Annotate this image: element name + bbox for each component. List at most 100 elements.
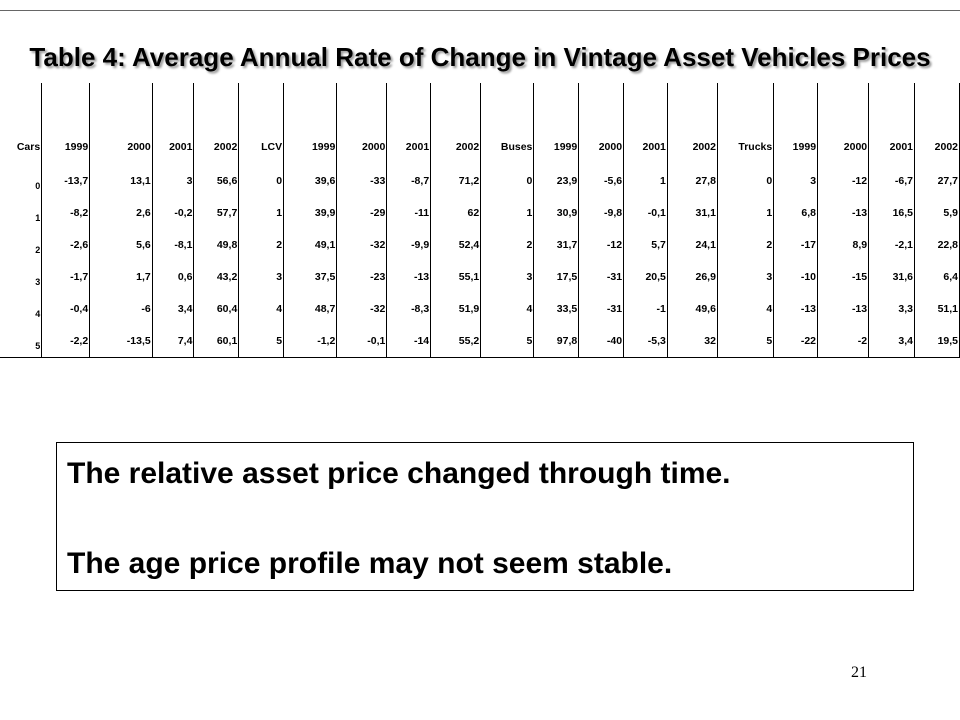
column-header: 1999 — [41, 83, 91, 165]
rate-cell: 17,5 — [533, 261, 580, 293]
rate-cell: 31,1 — [667, 197, 718, 229]
rate-cell: 71,2 — [430, 165, 482, 197]
rate-cell: 43,2 — [193, 261, 240, 293]
column-header: Trucks — [717, 83, 775, 165]
age-cell: 2 — [238, 229, 285, 261]
rate-cell: 49,6 — [667, 293, 718, 325]
column-header: 2002 — [430, 83, 482, 165]
price-change-table: Cars 1999 2000 2001 2002 LCV 1999 2000 2001 2002 B… — [0, 83, 960, 358]
table-row: 2 -2,6 5,6 -8,1 49,8 2 49,1 -32 -9,9 52,4 2 31,7 -12… — [0, 229, 960, 261]
age-cell: 0 — [238, 165, 285, 197]
rate-cell: 60,1 — [193, 325, 240, 358]
rate-cell: -22 — [773, 325, 819, 358]
column-header: 2001 — [386, 83, 432, 165]
rate-cell: -12 — [578, 229, 625, 261]
rate-cell: 26,9 — [667, 261, 718, 293]
rate-cell: 39,9 — [283, 197, 338, 229]
rate-cell: 3 — [773, 165, 819, 197]
rate-cell: -15 — [817, 261, 870, 293]
rate-cell: 48,7 — [283, 293, 338, 325]
rate-cell: -11 — [386, 197, 432, 229]
rate-cell: 0,6 — [152, 261, 195, 293]
column-header: 2001 — [152, 83, 195, 165]
column-header: 2000 — [89, 83, 153, 165]
age-cell: 4 — [0, 293, 43, 325]
rate-cell: 2,6 — [89, 197, 153, 229]
rate-cell: -2,1 — [868, 229, 915, 261]
rate-cell: -14 — [386, 325, 432, 358]
column-header: 2001 — [868, 83, 915, 165]
rate-cell: -8,2 — [41, 197, 91, 229]
table-header-row: Cars 1999 2000 2001 2002 LCV 1999 2000 2001 2002 B… — [0, 83, 960, 165]
rate-cell: -0,1 — [623, 197, 668, 229]
rate-cell: 62 — [430, 197, 482, 229]
rate-cell: -8,1 — [152, 229, 195, 261]
age-cell: 0 — [717, 165, 775, 197]
age-cell: 2 — [480, 229, 535, 261]
rate-cell: -9,9 — [386, 229, 432, 261]
table-body: 0 -13,7 13,1 3 56,6 0 39,6 -33 -8,7 71,2 0 23,9 -5,6… — [0, 165, 960, 358]
rate-cell: 1,7 — [89, 261, 153, 293]
rate-cell: 7,4 — [152, 325, 195, 358]
rate-cell: -12 — [817, 165, 870, 197]
rate-cell: 55,2 — [430, 325, 482, 358]
rate-cell: -13 — [817, 293, 870, 325]
age-cell: 5 — [238, 325, 285, 358]
rate-cell: 23,9 — [533, 165, 580, 197]
rate-cell: -5,6 — [578, 165, 625, 197]
age-cell: 1 — [717, 197, 775, 229]
rate-cell: 19,5 — [914, 325, 960, 358]
rate-cell: -0,4 — [41, 293, 91, 325]
age-cell: 0 — [480, 165, 535, 197]
rate-cell: 30,9 — [533, 197, 580, 229]
rate-cell: 13,1 — [89, 165, 153, 197]
callout-line-2: The age price profile may not seem stabl… — [67, 547, 673, 580]
table-row: 3 -1,7 1,7 0,6 43,2 3 37,5 -23 -13 55,1 3 17,5 -31 20… — [0, 261, 960, 293]
table-row: 0 -13,7 13,1 3 56,6 0 39,6 -33 -8,7 71,2 0 23,9 -5,6… — [0, 165, 960, 197]
rate-cell: 27,7 — [914, 165, 960, 197]
rate-cell: 6,8 — [773, 197, 819, 229]
rate-cell: -31 — [578, 261, 625, 293]
age-cell: 1 — [238, 197, 285, 229]
rate-cell: -31 — [578, 293, 625, 325]
table-row: 5 -2,2 -13,5 7,4 60,1 5 -1,2 -0,1 -14 55,2 5 97,8 -4… — [0, 325, 960, 358]
rate-cell: 1 — [623, 165, 668, 197]
table-row: 1 -8,2 2,6 -0,2 57,7 1 39,9 -29 -11 62 1 30,9 -9,8 -0… — [0, 197, 960, 229]
rate-cell: -13 — [386, 261, 432, 293]
rate-cell: -29 — [336, 197, 388, 229]
rate-cell: 3,4 — [868, 325, 915, 358]
age-cell: 4 — [717, 293, 775, 325]
rate-cell: 51,1 — [914, 293, 960, 325]
age-cell: 1 — [0, 197, 43, 229]
column-header: Buses — [480, 83, 535, 165]
rate-cell: -1,7 — [41, 261, 91, 293]
rate-cell: 55,1 — [430, 261, 482, 293]
page-number: 21 — [851, 664, 867, 681]
rate-cell: 3,4 — [152, 293, 195, 325]
rate-cell: 37,5 — [283, 261, 338, 293]
column-header: 1999 — [773, 83, 819, 165]
rate-cell: -8,3 — [386, 293, 432, 325]
rate-cell: 39,6 — [283, 165, 338, 197]
age-cell: 5 — [0, 325, 43, 358]
rate-cell: 60,4 — [193, 293, 240, 325]
rate-cell: 32 — [667, 325, 718, 358]
table-row: 4 -0,4 -6 3,4 60,4 4 48,7 -32 -8,3 51,9 4 33,5 -31 -1… — [0, 293, 960, 325]
rate-cell: -13 — [773, 293, 819, 325]
rate-cell: -17 — [773, 229, 819, 261]
rate-cell: -13,5 — [89, 325, 153, 358]
rate-cell: -13,7 — [41, 165, 91, 197]
column-header: 2002 — [667, 83, 718, 165]
rate-cell: 16,5 — [868, 197, 915, 229]
column-header: 2002 — [914, 83, 960, 165]
rate-cell: 5,6 — [89, 229, 153, 261]
age-cell: 3 — [480, 261, 535, 293]
age-cell: 5 — [717, 325, 775, 358]
rate-cell: -40 — [578, 325, 625, 358]
rate-cell: -23 — [336, 261, 388, 293]
callout-line-1: The relative asset price changed through… — [67, 457, 731, 490]
rate-cell: -2,6 — [41, 229, 91, 261]
rate-cell: 20,5 — [623, 261, 668, 293]
age-cell: 5 — [480, 325, 535, 358]
age-cell: 2 — [0, 229, 43, 261]
